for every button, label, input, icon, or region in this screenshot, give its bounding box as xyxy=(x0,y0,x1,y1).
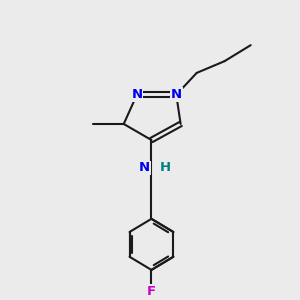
Text: H: H xyxy=(160,161,171,174)
Text: N: N xyxy=(139,161,150,174)
Text: N: N xyxy=(171,88,182,101)
Text: F: F xyxy=(147,285,156,298)
Text: N: N xyxy=(131,88,142,101)
